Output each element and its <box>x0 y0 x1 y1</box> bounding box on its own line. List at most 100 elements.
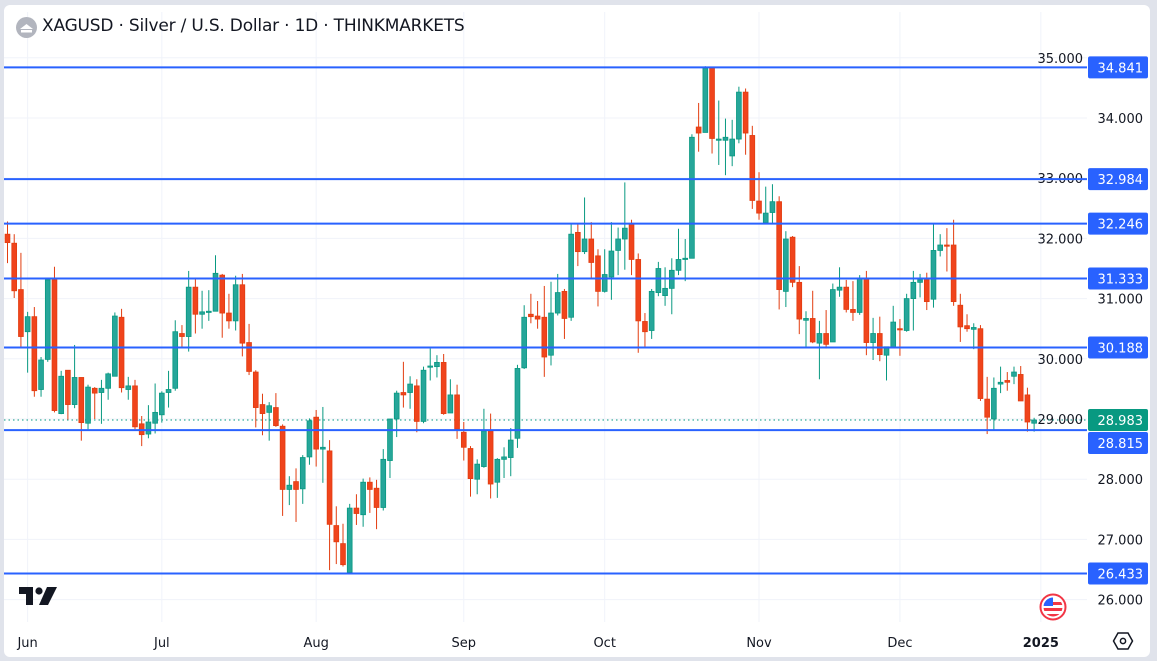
candle-body <box>581 238 588 253</box>
horizontal-level[interactable]: 26.433 <box>4 562 1148 585</box>
candle-body <box>601 274 608 292</box>
candle-up <box>910 270 917 331</box>
candle-up <box>769 184 776 224</box>
candle-body <box>273 407 279 427</box>
horizontal-level[interactable]: 32.984 <box>4 168 1148 191</box>
level-price-badge <box>1088 336 1148 359</box>
time-tick-label: Sep <box>452 636 477 651</box>
candle-body <box>1004 380 1011 383</box>
candle-body <box>897 328 903 331</box>
candle-down <box>226 293 232 329</box>
candle-up <box>622 182 628 270</box>
candle-body <box>71 377 78 405</box>
candle-up <box>991 377 997 430</box>
candle-body <box>98 387 105 393</box>
candle-down <box>313 409 319 467</box>
candle-body <box>252 371 259 408</box>
candle-down <box>850 281 856 321</box>
candle-body <box>219 274 226 314</box>
candle-body <box>212 272 219 312</box>
candle-up <box>715 100 722 165</box>
candle-body <box>313 416 319 450</box>
candle-body <box>528 313 534 318</box>
candle-body <box>970 327 977 330</box>
candle-down <box>326 440 333 571</box>
candle-up <box>105 372 111 400</box>
candle-body <box>742 91 749 134</box>
tradingview-logo-icon[interactable] <box>19 587 59 611</box>
candle-body <box>850 309 856 313</box>
candle-up <box>970 323 977 350</box>
price-tick-label: 34.000 <box>1098 112 1144 127</box>
candle-down <box>118 308 125 393</box>
candle-up <box>447 379 454 414</box>
candle-body <box>622 227 628 240</box>
candle-body <box>306 420 313 458</box>
price-axis[interactable]: 26.000 27.000 28.000 29.000 30.000 31.000 32.0… <box>1038 52 1144 609</box>
candle-body <box>38 359 44 390</box>
candle-up <box>662 267 668 306</box>
horizontal-level[interactable]: 32.246 <box>4 212 1148 235</box>
last-price-text: 28.983 <box>1098 414 1144 429</box>
time-tick-label: Oct <box>593 636 615 651</box>
candle-up <box>165 370 172 408</box>
us-flag-icon[interactable] <box>1039 593 1067 625</box>
horizontal-level[interactable]: 31.333 <box>4 267 1148 290</box>
candle-down <box>575 223 581 267</box>
candle-body <box>769 201 776 213</box>
horizontal-level[interactable]: 30.188 <box>4 336 1148 359</box>
candle-up <box>24 311 31 373</box>
candle-body <box>51 279 58 411</box>
candle-down <box>192 278 199 334</box>
candle-body <box>997 381 1004 385</box>
time-tick-label: Aug <box>303 636 328 651</box>
candle-body <box>554 292 561 314</box>
candle-down <box>51 266 58 413</box>
candle-down <box>776 196 782 310</box>
candle-body <box>333 525 340 543</box>
candle-up <box>38 356 44 397</box>
candle-body <box>648 290 655 331</box>
candle-down <box>977 325 984 401</box>
candle-up <box>474 459 480 495</box>
candle-up <box>601 249 608 293</box>
candle-up <box>997 366 1004 394</box>
candle-body <box>346 507 353 573</box>
candle-up <box>836 267 843 297</box>
horizontal-level[interactable]: 34.841 <box>4 56 1148 79</box>
candle-down <box>293 468 299 522</box>
candle-body <box>642 321 648 333</box>
time-axis[interactable]: Jun Jul Aug Sep Oct Nov Dec 2025 <box>16 636 1058 651</box>
candle-up <box>205 290 212 321</box>
candle-up <box>420 366 427 424</box>
candle-up <box>917 273 923 298</box>
settings-hexagon-icon[interactable] <box>1112 631 1134 655</box>
candle-body <box>1017 374 1024 402</box>
horizontal-levels[interactable]: 34.841 32.984 32.246 31.333 30.188 28.815 26.4… <box>4 56 1148 585</box>
candle-body <box>393 392 400 420</box>
candle-body <box>239 284 246 344</box>
candle-up <box>903 293 910 332</box>
candle-body <box>320 446 326 450</box>
price-tick-label: 28.000 <box>1098 473 1144 488</box>
time-tick-label: Nov <box>746 636 772 651</box>
candle-down <box>11 234 18 298</box>
candle-body <box>279 425 286 490</box>
horizontal-level[interactable]: 28.815 <box>4 429 1148 455</box>
candle-down <box>91 387 98 419</box>
candle-up <box>232 275 239 331</box>
candle-body <box>608 250 615 278</box>
candle-body <box>984 398 990 418</box>
candle-body <box>709 67 715 139</box>
candle-body <box>588 238 595 263</box>
candle-up <box>816 320 823 380</box>
candle-body <box>293 481 299 490</box>
candle-body <box>407 383 413 393</box>
candle-body <box>803 318 809 321</box>
candle-body <box>152 411 158 424</box>
candle-body <box>145 421 152 435</box>
candle-body <box>756 200 762 214</box>
candle-up <box>360 478 366 527</box>
level-price-label: 30.188 <box>1098 341 1144 356</box>
